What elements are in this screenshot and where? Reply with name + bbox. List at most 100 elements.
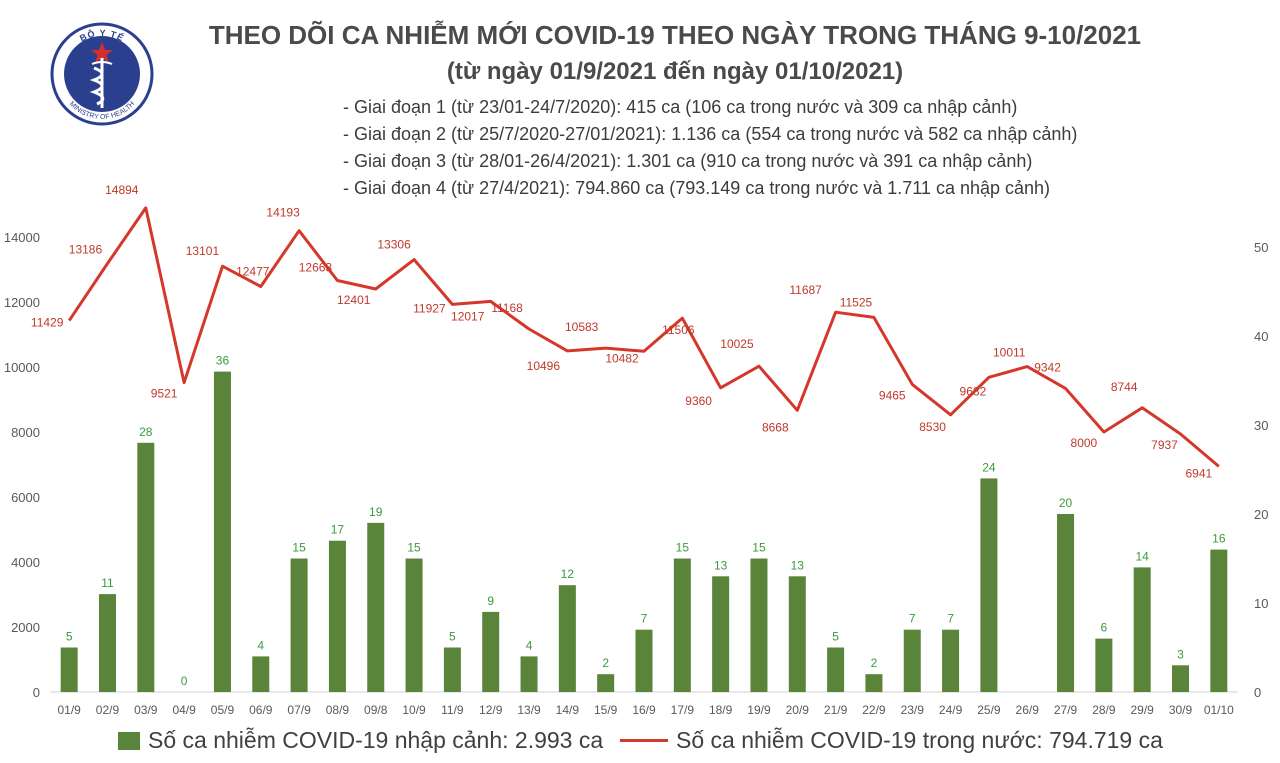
line-data-label: 8530 <box>919 420 946 434</box>
bar <box>558 585 576 692</box>
bar-data-label: 5 <box>66 630 73 644</box>
x-axis-tick-label: 02/9 <box>96 703 120 717</box>
x-axis-tick-label: 01/10 <box>1204 703 1234 717</box>
line-data-label: 10583 <box>565 320 599 334</box>
bar-data-label: 6 <box>1101 621 1108 635</box>
bar <box>1172 665 1190 692</box>
phase-2-text: - Giai đoạn 2 (từ 25/7/2020-27/01/2021):… <box>343 124 1078 144</box>
line-data-label: 10482 <box>605 351 639 365</box>
left-axis-tick-label: 6000 <box>11 490 40 505</box>
bar-data-label: 19 <box>369 505 383 519</box>
bar-data-label: 15 <box>676 541 690 555</box>
bar-data-label: 36 <box>216 354 230 368</box>
line-data-label: 8000 <box>1071 436 1098 450</box>
x-axis-tick-label: 05/9 <box>211 703 235 717</box>
svg-text:BỘ Y TẾ: BỘ Y TẾ <box>78 28 126 44</box>
bar-data-label: 11 <box>101 576 114 590</box>
bar <box>213 371 231 692</box>
x-axis-tick-label: 07/9 <box>287 703 311 717</box>
legend-line-label: Số ca nhiễm COVID-19 trong nước: 794.719… <box>676 727 1163 753</box>
bar <box>137 442 155 692</box>
line-data-label: 12477 <box>236 264 270 278</box>
bar <box>865 674 883 692</box>
left-axis-tick-label: 8000 <box>11 425 40 440</box>
x-axis-tick-label: 23/9 <box>901 703 925 717</box>
bar-data-label: 13 <box>714 558 728 572</box>
bar <box>903 629 921 692</box>
bar <box>1057 514 1075 692</box>
line-data-label: 13306 <box>377 238 411 252</box>
line-data-label: 11429 <box>31 316 64 330</box>
bar-data-label: 15 <box>407 541 421 555</box>
left-axis-tick-label: 2000 <box>11 620 40 635</box>
bar-data-label: 17 <box>331 523 345 537</box>
ministry-of-health-logo: BỘ Y TẾ MINISTRY OF HEALTH <box>47 18 157 126</box>
bar-data-label: 5 <box>449 630 456 644</box>
legend-line-entry: Số ca nhiễm COVID-19 trong nước: 794.719… <box>620 727 1163 754</box>
phase-summary: - Giai đoạn 1 (từ 23/01-24/7/2020): 415 … <box>343 94 1077 202</box>
bar <box>1095 638 1113 692</box>
x-axis-tick-label: 11/9 <box>441 703 464 717</box>
right-axis-tick-label: 10 <box>1254 596 1268 611</box>
x-axis-tick-label: 08/9 <box>326 703 350 717</box>
line-data-label: 14193 <box>266 206 300 220</box>
x-axis-tick-label: 19/9 <box>747 703 771 717</box>
x-axis-tick-label: 28/9 <box>1092 703 1116 717</box>
left-axis-tick-label: 0 <box>33 685 40 700</box>
legend-bar-entry: Số ca nhiễm COVID-19 nhập cảnh: 2.993 ca <box>118 727 603 754</box>
bar-data-label: 15 <box>752 541 766 555</box>
bar <box>712 576 730 692</box>
x-axis-tick-label: 30/9 <box>1169 703 1193 717</box>
right-axis-tick-label: 50 <box>1254 240 1268 255</box>
line-data-label: 12401 <box>337 293 371 307</box>
legend-bar-label: Số ca nhiễm COVID-19 nhập cảnh: 2.993 ca <box>148 727 604 753</box>
bar-data-label: 14 <box>1136 549 1150 563</box>
bar-data-label: 7 <box>909 612 916 626</box>
line-data-label: 7937 <box>1151 438 1178 452</box>
chart-subtitle: (từ ngày 01/9/2021 đến ngày 01/10/2021) <box>446 58 904 85</box>
bar <box>597 674 615 692</box>
bar <box>405 558 423 692</box>
left-axis-tick-label: 4000 <box>11 555 40 570</box>
bar-data-label: 24 <box>982 460 996 474</box>
bar-data-label: 9 <box>487 594 494 608</box>
bar-data-label: 20 <box>1059 496 1073 510</box>
right-axis-tick-label: 20 <box>1254 507 1268 522</box>
line-data-label: 9360 <box>685 394 712 408</box>
right-axis-tick-label: 30 <box>1254 418 1268 433</box>
bar <box>520 656 538 692</box>
caduceus-emblem-icon: BỘ Y TẾ MINISTRY OF HEALTH <box>50 22 154 126</box>
x-axis-tick-label: 12/9 <box>479 703 503 717</box>
line-data-label: 11927 <box>413 301 446 315</box>
line-data-label: 12663 <box>299 260 333 274</box>
bar-data-label: 3 <box>1177 647 1184 661</box>
line-data-label: 10011 <box>993 346 1026 360</box>
line-series <box>67 206 1220 468</box>
bar <box>482 611 500 692</box>
x-axis-tick-label: 21/9 <box>824 703 848 717</box>
bar-data-label: 0 <box>181 674 188 688</box>
line-data-label: 11506 <box>662 323 695 337</box>
line-data-label: 12017 <box>451 309 485 323</box>
line-data-label: 9342 <box>1034 360 1061 374</box>
bar-data-label: 5 <box>832 630 839 644</box>
right-axis-tick-label: 40 <box>1254 329 1268 344</box>
x-axis-tick-label: 01/9 <box>57 703 81 717</box>
phase-4-text: - Giai đoạn 4 (từ 27/4/2021): 794.860 ca… <box>343 178 1051 198</box>
x-axis-tick-label: 03/9 <box>134 703 158 717</box>
line-data-label: 8744 <box>1111 380 1138 394</box>
line-data-label: 6941 <box>1185 466 1212 480</box>
bar-data-label: 15 <box>292 541 306 555</box>
bar-data-label: 2 <box>602 656 609 670</box>
bar-data-label: 7 <box>947 612 954 626</box>
x-axis-tick-label: 29/9 <box>1131 703 1155 717</box>
bar <box>980 478 998 692</box>
left-axis-tick-label: 10000 <box>4 360 40 375</box>
bar <box>750 558 768 692</box>
line-data-label: 9521 <box>151 387 178 401</box>
bar <box>942 629 960 692</box>
bar <box>673 558 691 692</box>
line-data-label: 9682 <box>960 384 987 398</box>
